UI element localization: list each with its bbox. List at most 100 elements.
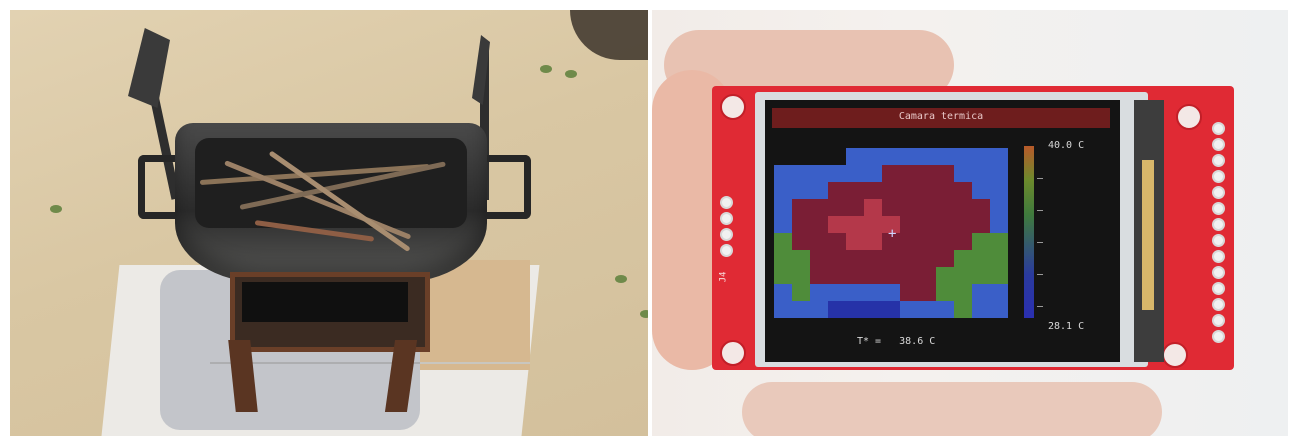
thermal-pixel (882, 267, 900, 284)
thermal-pixel (954, 148, 972, 165)
thermal-pixel (972, 301, 990, 318)
thermal-pixel (792, 250, 810, 267)
thermal-pixel (864, 233, 882, 250)
thermal-pixel (882, 148, 900, 165)
thermal-pixel (882, 165, 900, 182)
weed (565, 70, 577, 78)
thermal-pixel (918, 267, 936, 284)
thermal-pixel (882, 216, 900, 233)
thermal-pixel (936, 182, 954, 199)
grill-handle-left (138, 155, 189, 219)
thermal-pixel (774, 148, 792, 165)
weed (50, 205, 62, 213)
header-pin (1212, 186, 1225, 199)
thermal-pixel (918, 165, 936, 182)
thermal-pixel (828, 250, 846, 267)
thermal-pixel (990, 267, 1008, 284)
thermal-pixel (954, 165, 972, 182)
thermal-pixel (774, 267, 792, 284)
header-pad (720, 196, 733, 209)
thermal-pixel (774, 250, 792, 267)
thermal-pixel (990, 165, 1008, 182)
thermal-pixel (828, 216, 846, 233)
thermal-pixel (900, 233, 918, 250)
floor-tile-tan (420, 260, 530, 370)
thermal-pixel (972, 165, 990, 182)
thermal-pixel (882, 284, 900, 301)
grill-flag-left (128, 28, 170, 108)
grill-photo (10, 10, 648, 436)
thermal-pixel (774, 199, 792, 216)
thermal-pixel (954, 182, 972, 199)
thermal-pixel (900, 284, 918, 301)
thermal-pixel (900, 199, 918, 216)
thermal-pixel (828, 182, 846, 199)
thermal-pixel (882, 182, 900, 199)
thermal-pixel (810, 148, 828, 165)
thermal-pixel (972, 233, 990, 250)
header-pin (1212, 218, 1225, 231)
thermal-pixel (864, 301, 882, 318)
thermal-pixel (936, 267, 954, 284)
screen-title: Camara termica (898, 111, 984, 122)
thermal-pixel (936, 216, 954, 233)
thermal-pixel (990, 284, 1008, 301)
thermal-pixel (864, 284, 882, 301)
thermal-pixel (864, 199, 882, 216)
thermal-pixel (828, 267, 846, 284)
header-pad (720, 244, 733, 257)
mount-hole (1176, 104, 1202, 130)
thermal-pixel (792, 284, 810, 301)
header-pin (1212, 170, 1225, 183)
thermal-pixel (792, 267, 810, 284)
header-pin (1212, 202, 1225, 215)
thermal-pixel (954, 284, 972, 301)
thermal-pixel (810, 233, 828, 250)
mount-hole (1162, 342, 1188, 368)
thermal-pixel (972, 267, 990, 284)
thermal-pixel (828, 233, 846, 250)
thermal-pixel (954, 250, 972, 267)
thermal-pixel (900, 182, 918, 199)
thermal-pixel (900, 165, 918, 182)
thermal-pixel (918, 182, 936, 199)
scale-tick (1037, 306, 1043, 307)
thermal-pixel (972, 250, 990, 267)
thermal-pixel (846, 182, 864, 199)
thermal-pixel (936, 165, 954, 182)
header-pin (1212, 154, 1225, 167)
scale-tick (1037, 242, 1043, 243)
grill-post-right (480, 50, 489, 200)
thermal-pixel (810, 250, 828, 267)
thermal-pixel (792, 233, 810, 250)
thermal-pixel (882, 250, 900, 267)
thermal-pixel (864, 148, 882, 165)
thermal-pixel (774, 284, 792, 301)
header-pin (1212, 138, 1225, 151)
thermal-pixel (882, 199, 900, 216)
tree-shadow (570, 10, 648, 60)
thermal-pixel (810, 284, 828, 301)
thermal-pixel (828, 165, 846, 182)
thermal-pixel (972, 284, 990, 301)
thermal-pixel (828, 148, 846, 165)
grill-bowl-inside (195, 138, 467, 228)
thermal-pixel (900, 216, 918, 233)
thermal-pixel (792, 301, 810, 318)
thermal-pixel (936, 233, 954, 250)
thermal-pixel (846, 233, 864, 250)
thermal-pixel (810, 267, 828, 284)
thermal-pixel (846, 165, 864, 182)
lcd-flex-strip (1142, 160, 1154, 310)
thermal-pixel (972, 182, 990, 199)
thermal-pixel (990, 233, 1008, 250)
header-pin (1212, 282, 1225, 295)
weed (640, 310, 648, 318)
thermal-pixel (900, 250, 918, 267)
thermal-pixel (918, 233, 936, 250)
thermal-pixel (792, 165, 810, 182)
thermal-pixel (936, 301, 954, 318)
thermal-pixel (900, 148, 918, 165)
thermal-pixel (864, 182, 882, 199)
thermal-pixel (792, 148, 810, 165)
